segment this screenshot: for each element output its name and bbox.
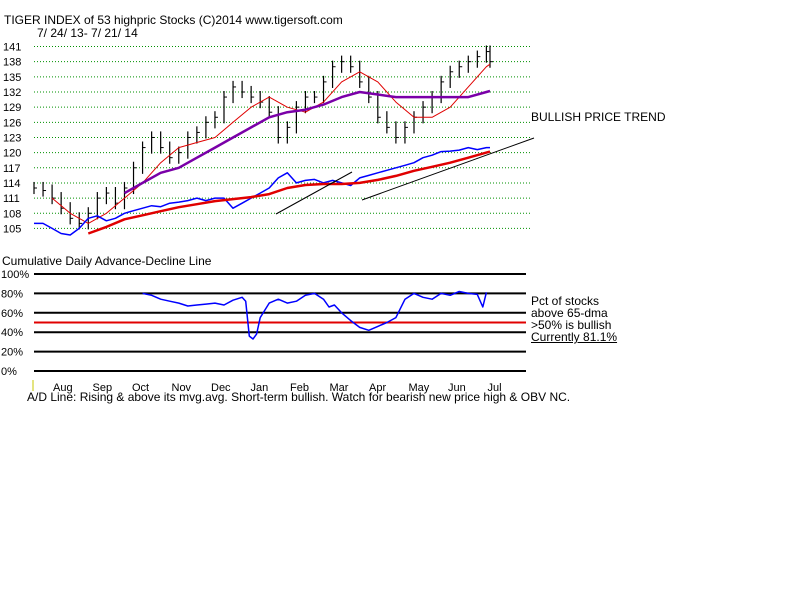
price-y-tick-label: 135 <box>3 72 21 84</box>
trend-label: BULLISH PRICE TREND <box>531 110 666 124</box>
month-label: Jul <box>488 382 502 394</box>
pct-y-tick-label: 0% <box>1 366 17 378</box>
ad-ma-line <box>87 150 491 235</box>
month-label: Sep <box>93 382 113 394</box>
month-label: Dec <box>211 382 231 394</box>
price-y-tick-label: 129 <box>3 102 21 114</box>
pct-label-2: above 65-dma <box>531 306 608 320</box>
price-y-tick-label: 138 <box>3 57 21 69</box>
price-y-tick-label: 123 <box>3 132 21 144</box>
pct-label-3: >50% is bullish <box>531 318 612 332</box>
price-grid <box>34 46 530 229</box>
pct-y-tick-label: 80% <box>1 288 23 300</box>
price-y-tick-label: 114 <box>3 178 21 190</box>
price-y-tick-label: 108 <box>3 208 21 220</box>
month-labels: Aug Sep Oct Nov Dec Jan Feb Mar Apr May Jun Jul <box>32 380 502 394</box>
ad-line <box>34 146 490 236</box>
month-label: Aug <box>53 382 73 394</box>
price-y-labels: 141 138 135 132 129 126 123 120 117 114 111 108 105 <box>3 42 21 236</box>
price-y-tick-label: 120 <box>3 148 21 160</box>
price-y-tick-label: 117 <box>3 163 21 175</box>
pct-label-current: Currently 81.1% <box>531 330 618 344</box>
price-ma-short-line <box>51 63 491 224</box>
month-label: Feb <box>290 382 309 394</box>
month-label: May <box>409 382 430 394</box>
ad-line-label: Cumulative Daily Advance-Decline Line <box>2 254 212 268</box>
month-label: Nov <box>172 382 192 394</box>
date-range: 7/ 24/ 13- 7/ 21/ 14 <box>37 26 138 40</box>
pct-panel: 100% 80% 60% 40% 20% 0% <box>1 269 526 378</box>
trend-line-left <box>275 171 353 215</box>
pct-y-tick-label: 60% <box>1 308 23 320</box>
price-y-tick-label: 126 <box>3 117 21 129</box>
price-y-tick-label: 141 <box>3 42 21 54</box>
chart-title: TIGER INDEX of 53 highpric Stocks (C)201… <box>4 13 343 27</box>
price-y-tick-label: 111 <box>3 193 20 205</box>
month-label: Jun <box>448 382 466 394</box>
footer-note: A/D Line: Rising & above its mvg.avg. Sh… <box>27 390 571 404</box>
month-label: Jan <box>251 382 269 394</box>
price-y-tick-label: 105 <box>3 223 21 235</box>
pct-y-tick-label: 20% <box>1 347 23 359</box>
month-label: Oct <box>132 382 149 394</box>
month-label: Mar <box>330 382 349 394</box>
price-lines <box>34 63 491 236</box>
pct-label-1: Pct of stocks <box>531 294 600 308</box>
price-y-tick-label: 132 <box>3 87 21 99</box>
pct-y-tick-label: 100% <box>1 269 29 281</box>
trend-lines <box>275 137 535 215</box>
trend-line-right <box>361 137 535 201</box>
pct-line <box>142 290 488 340</box>
month-label: Apr <box>369 382 386 394</box>
price-ma-long-line <box>123 89 491 195</box>
pct-y-tick-label: 40% <box>1 327 23 339</box>
